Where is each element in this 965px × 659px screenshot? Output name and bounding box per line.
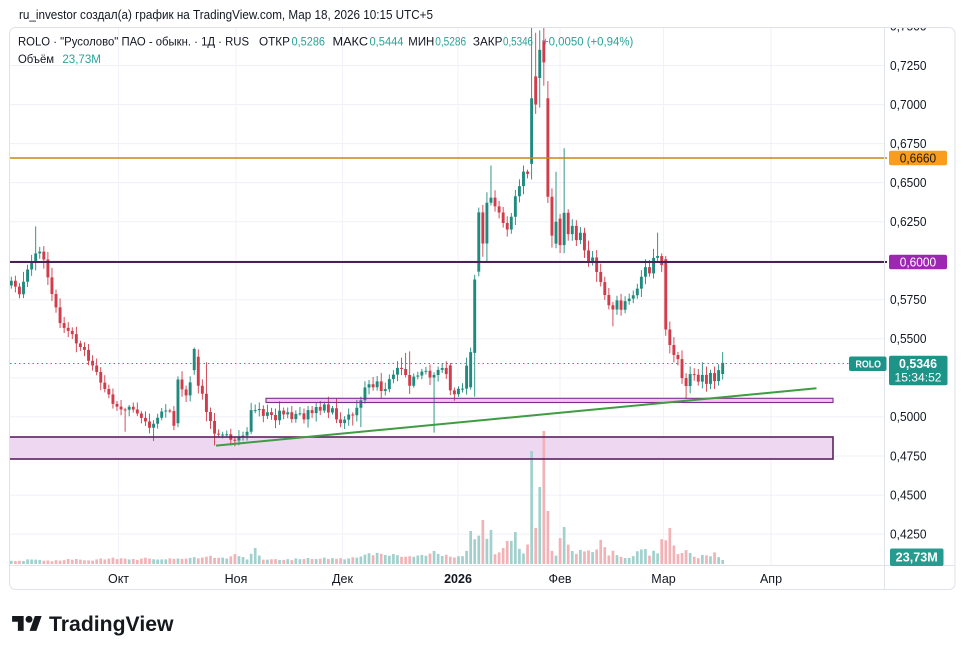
svg-text:ru_investor создал(а) график н: ru_investor создал(а) график на TradingV… xyxy=(19,7,433,22)
svg-text:+0,0050 (+0,94%): +0,0050 (+0,94%) xyxy=(542,35,633,49)
svg-text:0,6660: 0,6660 xyxy=(900,151,937,165)
svg-text:Ноя: Ноя xyxy=(225,572,248,586)
svg-text:2026: 2026 xyxy=(444,572,472,586)
svg-text:0,5346: 0,5346 xyxy=(503,35,533,49)
svg-text:МИН: МИН xyxy=(408,35,434,49)
svg-text:0,5500: 0,5500 xyxy=(890,332,927,346)
svg-text:0,7000: 0,7000 xyxy=(890,98,927,112)
svg-text:Апр: Апр xyxy=(760,572,782,586)
svg-text:ЗАКР: ЗАКР xyxy=(473,35,503,49)
svg-text:0,6000: 0,6000 xyxy=(900,255,937,269)
svg-text:МАКС: МАКС xyxy=(333,35,369,49)
svg-text:Окт: Окт xyxy=(108,572,129,586)
svg-text:0,5346: 0,5346 xyxy=(899,357,937,371)
svg-text:0,6250: 0,6250 xyxy=(890,215,927,229)
svg-text:Дек: Дек xyxy=(332,572,353,586)
svg-text:0,6750: 0,6750 xyxy=(890,137,927,151)
svg-text:0,4250: 0,4250 xyxy=(890,527,927,541)
svg-text:TradingView: TradingView xyxy=(49,613,174,636)
svg-text:Мар: Мар xyxy=(651,572,676,586)
svg-text:15:34:52: 15:34:52 xyxy=(895,373,942,385)
svg-text:0,5000: 0,5000 xyxy=(890,410,927,424)
svg-text:0,5750: 0,5750 xyxy=(890,293,927,307)
svg-text:0,5444: 0,5444 xyxy=(370,35,404,49)
svg-text:0,5286: 0,5286 xyxy=(292,35,326,49)
svg-text:23,73М: 23,73М xyxy=(896,551,938,565)
svg-text:23,73М: 23,73М xyxy=(62,52,101,66)
svg-text:ОТКР: ОТКР xyxy=(259,35,290,49)
svg-text:0,6500: 0,6500 xyxy=(890,176,927,190)
svg-text:0,4750: 0,4750 xyxy=(890,449,927,463)
svg-text:Объём: Объём xyxy=(18,52,54,66)
svg-text:0,4500: 0,4500 xyxy=(890,488,927,502)
svg-text:ROLO · "Русолово" ПАО - обыкн.: ROLO · "Русолово" ПАО - обыкн. · 1Д · RU… xyxy=(18,35,249,49)
svg-text:0,7250: 0,7250 xyxy=(890,59,927,73)
svg-text:Фев: Фев xyxy=(548,572,571,586)
svg-text:ROLO: ROLO xyxy=(856,359,882,371)
svg-text:0,5286: 0,5286 xyxy=(435,35,466,49)
